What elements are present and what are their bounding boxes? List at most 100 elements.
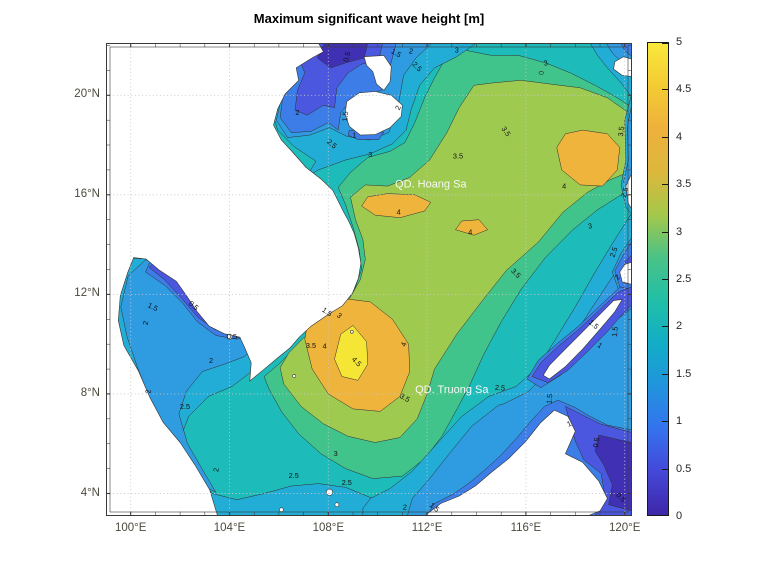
contour-label: 1 <box>596 341 604 351</box>
colorbar <box>647 42 669 516</box>
contour-label: 1 <box>565 419 572 429</box>
land-phu-quoc-islet <box>226 333 233 340</box>
band-ge45-core <box>334 325 369 381</box>
band-lt05-se-corner <box>594 434 632 512</box>
contour-label: 4 <box>399 341 409 348</box>
band-ge4-small <box>455 219 488 236</box>
colorbar-tick-mark <box>662 421 668 423</box>
contour-label: 3.5 <box>306 341 316 350</box>
x-tick-label: 108°E <box>312 522 345 534</box>
contour-label: 2 <box>211 467 220 472</box>
colorbar-tick-label: 1 <box>676 415 683 428</box>
contour-label: 3 <box>543 58 549 68</box>
colorbar-tick-mark <box>662 515 668 516</box>
y-tick-label: 8°N <box>80 386 100 399</box>
colorbar-tick-mark <box>662 136 668 138</box>
grid-layer <box>106 43 632 516</box>
x-tick-label: 100°E <box>114 522 147 534</box>
land-borneo <box>424 409 608 516</box>
y-tick-label: 16°N <box>74 187 100 200</box>
colorbar-tick-mark <box>662 231 668 233</box>
contour-label: 3 <box>454 45 459 54</box>
contour-label: 2 <box>143 389 152 394</box>
land-mindoro <box>619 261 632 285</box>
contour-label: 2.5 <box>495 383 506 393</box>
chart-title: Maximum significant wave height [m] <box>253 11 485 26</box>
contour-label: 3.5 <box>616 126 626 137</box>
contour-label: 0.5 <box>341 51 352 63</box>
contour-label: 0.5 <box>227 332 237 341</box>
colorbar-gradient <box>648 43 668 515</box>
tiny-contour-0 <box>538 70 544 75</box>
contour-label: 3.5 <box>398 391 411 404</box>
colorbar-tick-label: 4 <box>676 130 683 143</box>
land-palawan <box>542 299 623 380</box>
colorbar-tick-label: 2 <box>676 320 683 333</box>
contour-label: 2 <box>613 272 622 281</box>
colorbar-tick-mark <box>662 43 668 44</box>
colorbar-tick-label: 1.5 <box>676 367 692 380</box>
contour-label: 2 <box>209 356 213 365</box>
land-phu-quy-islet <box>350 329 354 334</box>
land-leizhou-peninsula <box>363 55 392 91</box>
colorbar-tick-mark <box>662 373 668 375</box>
contour-label: 1.5 <box>610 326 620 337</box>
contour-label: 4 <box>468 228 472 237</box>
contour-label: 2.5 <box>619 186 630 198</box>
contour-label: 2.5 <box>608 246 620 259</box>
band-lt15-ne-corner <box>620 43 632 57</box>
contour-label: 2 <box>141 320 151 326</box>
contour-label: 1.5 <box>390 47 403 60</box>
contour-label: 4 <box>397 207 401 216</box>
place-label-qd-truong-sa: QD. Truong Sa <box>415 384 489 396</box>
contour-label: 3 <box>334 449 338 458</box>
place-labels-layer: QD. Hoang Sa QD. Truong Sa <box>395 179 489 396</box>
colorbar-tick-mark <box>662 279 668 280</box>
band-lt05-tonkin-top <box>316 43 369 69</box>
colorbar-tick-label: 5 <box>676 36 683 48</box>
contour-label: 2 <box>408 46 414 56</box>
contour-label: 3 <box>587 221 593 231</box>
contour-label: 2.5 <box>342 478 352 487</box>
land-con-dao-islet <box>292 374 297 378</box>
contour-label: 3 <box>335 311 344 321</box>
band-ge4-central-coast <box>361 193 432 218</box>
y-tick-label: 12°N <box>74 287 100 300</box>
colorbar-tick-label: 2.5 <box>676 273 692 285</box>
contour-label: 3 <box>368 150 372 159</box>
colorbar-tick-label: 0 <box>676 510 683 522</box>
x-tick-label: 104°E <box>213 522 246 534</box>
land-hainan-island <box>344 91 403 136</box>
x-tick-label: 120°E <box>608 522 641 534</box>
land-mainland-indochina-china <box>106 43 362 516</box>
land-layer <box>106 43 632 516</box>
colorbar-tick-label: 3.5 <box>676 178 692 191</box>
land-anambas-islet <box>279 507 284 513</box>
colorbar-tick-label: 4.5 <box>676 83 692 96</box>
band-ge4-northeast <box>556 129 621 187</box>
frame-layer <box>106 43 632 516</box>
contour-label: 3.5 <box>453 152 463 161</box>
x-tick-label: 112°E <box>411 522 443 534</box>
contour-label: 2.5 <box>289 471 299 480</box>
colorbar-tick-label: 0.5 <box>676 462 692 475</box>
contour-label: 1.5 <box>340 111 350 122</box>
colorbar-tick-label: 3 <box>676 225 683 238</box>
land-taiwan-sw-corner <box>613 56 632 77</box>
colorbar-tick-mark <box>662 184 668 186</box>
x-tick-label: 116°E <box>510 522 542 534</box>
land-natuna-islet-2 <box>334 502 340 508</box>
contour-label: 1.5 <box>544 393 554 404</box>
map-plot-area: 0.5 1.5 2 2.5 3 3 2 1.5 1 2.5 2 3 3.5 3.5 3.5 2.5 4 4 4 3 2.… <box>106 43 632 516</box>
colorbar-tick-mark <box>662 326 668 328</box>
contour-label: 1 <box>352 131 356 140</box>
contour-label: 0.5 <box>591 437 602 449</box>
y-tick-label: 4°N <box>80 486 100 499</box>
place-label-qd-hoang-sa: QD. Hoang Sa <box>395 179 467 191</box>
frame-outer <box>106 43 632 516</box>
contour-label: 4 <box>562 182 566 191</box>
land-natuna-islet-1 <box>326 488 334 496</box>
contour-label: 2.5 <box>180 402 190 411</box>
